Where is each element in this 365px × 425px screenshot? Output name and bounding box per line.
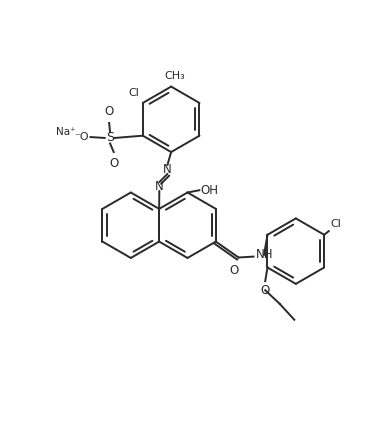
- Text: Na⁺: Na⁺: [56, 127, 76, 136]
- Text: ⁻O: ⁻O: [74, 132, 89, 142]
- Text: CH₃: CH₃: [164, 71, 185, 81]
- Text: O: O: [229, 264, 239, 278]
- Text: NH: NH: [256, 248, 273, 261]
- Text: O: O: [109, 156, 118, 170]
- Text: OH: OH: [201, 184, 219, 197]
- Text: N: N: [155, 180, 164, 193]
- Text: O: O: [261, 284, 270, 297]
- Text: O: O: [104, 105, 114, 119]
- Text: Cl: Cl: [128, 88, 139, 99]
- Text: N: N: [163, 163, 172, 176]
- Text: Cl: Cl: [331, 219, 341, 230]
- Text: S: S: [106, 131, 114, 144]
